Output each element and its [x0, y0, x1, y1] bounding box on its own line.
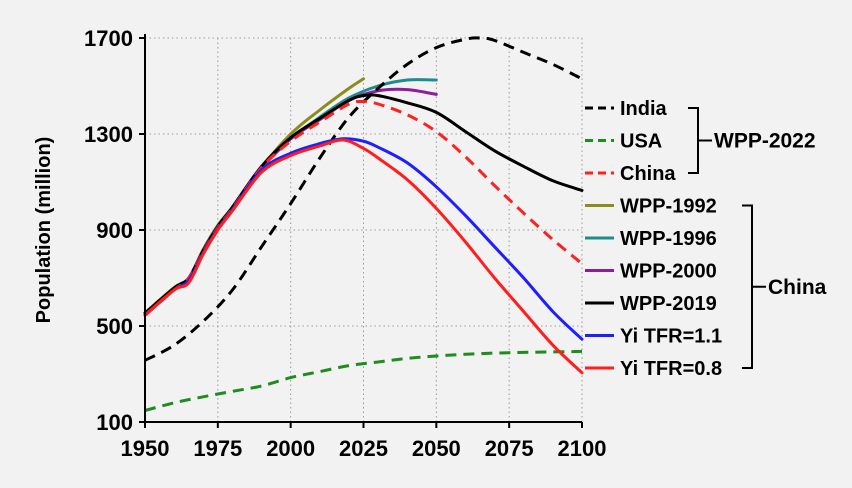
legend-label-china: China	[620, 163, 676, 185]
legend-label-wpp-2000: WPP-2000	[620, 261, 717, 283]
x-tick-label-2075: 2075	[485, 436, 534, 461]
y-tick-label-100: 100	[96, 410, 133, 435]
axes	[139, 34, 583, 428]
legend-group-bracket-china	[742, 204, 766, 369]
y-tick-label-1300: 1300	[84, 122, 133, 147]
legend-label-india: India	[620, 98, 668, 120]
y-tick-label-500: 500	[96, 314, 133, 339]
series-lines	[143, 36, 584, 412]
x-tick-label-2000: 2000	[266, 436, 315, 461]
x-tick-label-2100: 2100	[558, 436, 607, 461]
series-line-india	[144, 36, 583, 362]
legend-label-usa: USA	[620, 131, 662, 153]
legend: India USA China WPP-1992 WPP-1996 WPP-2000 WPP…	[585, 98, 827, 380]
x-tick-label-1975: 1975	[193, 436, 242, 461]
series-line-yi-tfr-0-8	[143, 138, 584, 375]
legend-label-wpp-2019: WPP-2019	[620, 293, 717, 315]
series-line-usa	[144, 349, 583, 412]
legend-label-wpp-1992: WPP-1992	[620, 196, 717, 218]
legend-group-label-china: China	[768, 276, 827, 299]
y-tick-label-900: 900	[96, 218, 133, 243]
x-tick-label-1950: 1950	[121, 436, 170, 461]
x-tick-labels: 1950 1975 2000 2025 2050 2075 2100	[121, 436, 607, 461]
x-tick-label-2050: 2050	[412, 436, 461, 461]
x-tick-label-2025: 2025	[339, 436, 388, 461]
y-tick-labels: 100 500 900 1300 1700	[84, 26, 133, 435]
legend-label-yi-tfr-1-1: Yi TFR=1.1	[620, 326, 722, 348]
legend-group-label-wpp-2022: WPP-2022	[714, 130, 816, 153]
legend-label-wpp-1996: WPP-1996	[620, 228, 717, 250]
legend-label-yi-tfr-0-8: Yi TFR=0.8	[620, 358, 722, 380]
series-line-wpp-2019	[143, 93, 584, 315]
y-axis-label: Population (million)	[33, 137, 55, 324]
y-tick-label-1700: 1700	[84, 26, 133, 51]
series-line-china	[144, 99, 583, 317]
legend-group-bracket-wpp-2022	[688, 107, 712, 174]
